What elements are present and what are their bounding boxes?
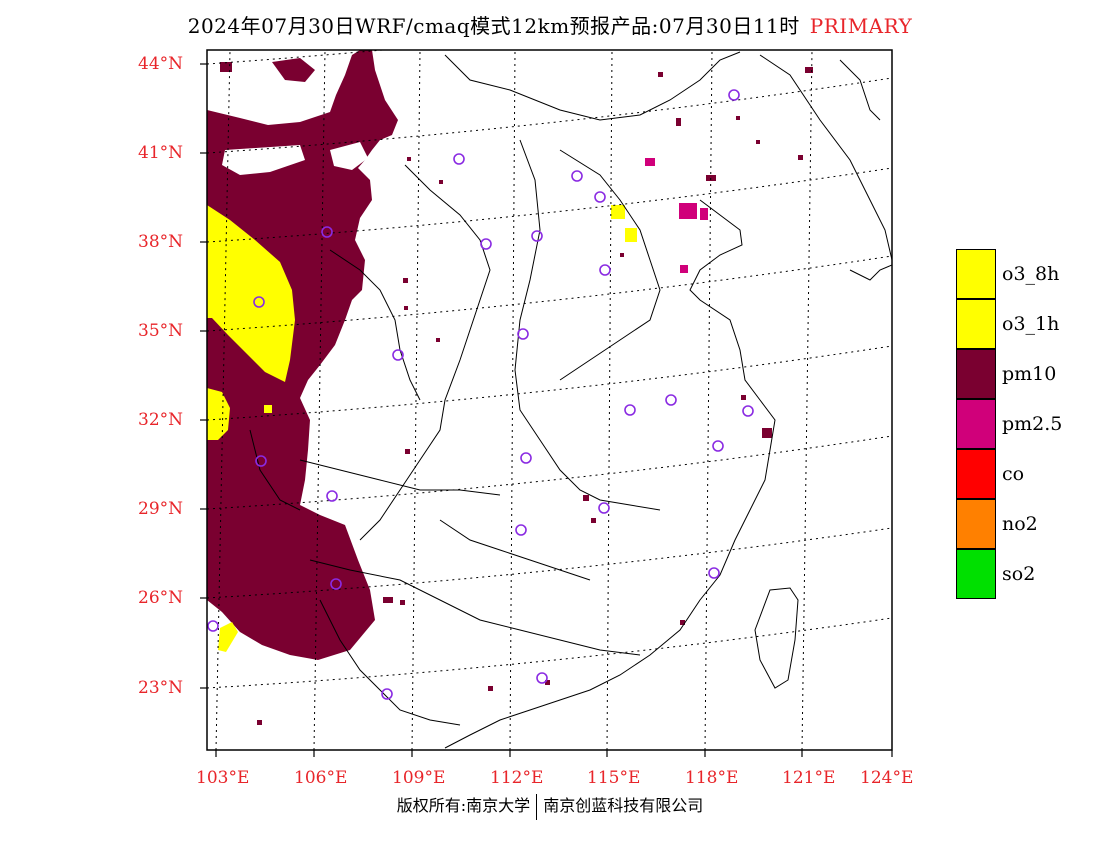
legend-label: o3_8h bbox=[1002, 263, 1060, 285]
lat-label: 23°N bbox=[138, 678, 184, 698]
lat-label: 41°N bbox=[138, 143, 184, 163]
lat-label: 29°N bbox=[138, 499, 184, 519]
legend-swatch bbox=[956, 399, 996, 449]
graticule bbox=[207, 50, 892, 750]
legend-label: co bbox=[1002, 463, 1025, 485]
pm10-region-west bbox=[207, 50, 398, 660]
legend-swatch bbox=[956, 449, 996, 499]
legend-swatch bbox=[956, 549, 996, 599]
pm25-patch bbox=[645, 158, 655, 166]
lon-label: 115°E bbox=[587, 768, 641, 788]
lon-label: 124°E bbox=[860, 768, 914, 788]
lon-label: 112°E bbox=[490, 768, 544, 788]
axis-ticks bbox=[200, 63, 893, 757]
o3-region-south bbox=[218, 622, 238, 652]
map-gap bbox=[222, 145, 305, 175]
lon-label: 109°E bbox=[392, 768, 446, 788]
title-text: 2024年07月30日WRF/cmaq模式12km预报产品:07月30日11时 bbox=[187, 14, 800, 38]
lat-label: 32°N bbox=[138, 410, 184, 430]
primary-tag: PRIMARY bbox=[809, 14, 913, 38]
boundaries bbox=[249, 51, 892, 749]
pm10-patch bbox=[220, 62, 232, 72]
o3-region-southwest bbox=[207, 388, 230, 440]
legend-swatch bbox=[956, 249, 996, 299]
map-title: 2024年07月30日WRF/cmaq模式12km预报产品:07月30日11时 P… bbox=[0, 10, 1100, 39]
map-frame bbox=[206, 49, 893, 751]
pm25-patch bbox=[680, 265, 688, 273]
legend-label: no2 bbox=[1002, 513, 1038, 535]
station-markers bbox=[207, 89, 754, 700]
legend-label: so2 bbox=[1002, 563, 1036, 585]
pm10-region-northwest bbox=[272, 58, 315, 82]
lat-label: 38°N bbox=[138, 232, 184, 252]
copyright-owner: 版权所有:南京大学 bbox=[396, 796, 531, 815]
legend-swatch bbox=[956, 349, 996, 399]
lon-label: 118°E bbox=[685, 768, 739, 788]
lat-label: 44°N bbox=[138, 54, 184, 74]
footer-divider bbox=[536, 793, 538, 820]
legend-swatch bbox=[956, 499, 996, 549]
legend-label: o3_1h bbox=[1002, 313, 1060, 335]
pm25-patch bbox=[679, 203, 697, 219]
o3-region-west bbox=[207, 205, 295, 382]
lat-label: 35°N bbox=[138, 321, 184, 341]
legend-label: pm2.5 bbox=[1002, 413, 1063, 435]
legend-label: pm10 bbox=[1002, 363, 1057, 385]
copyright-footer: 版权所有:南京大学 南京创蓝科技有限公司 bbox=[0, 792, 1100, 820]
lon-label: 103°E bbox=[196, 768, 250, 788]
lon-label: 121°E bbox=[782, 768, 836, 788]
lon-label: 106°E bbox=[294, 768, 348, 788]
o3-patch-beijing bbox=[611, 205, 625, 219]
o3-patch bbox=[264, 405, 272, 413]
pm10-dots bbox=[257, 67, 813, 725]
o3-patch-tianjin bbox=[625, 228, 637, 242]
pm25-patch bbox=[700, 208, 708, 220]
lat-label: 26°N bbox=[138, 588, 184, 608]
map-gap bbox=[330, 142, 368, 170]
copyright-company: 南京创蓝科技有限公司 bbox=[543, 796, 704, 815]
legend-swatch bbox=[956, 299, 996, 349]
